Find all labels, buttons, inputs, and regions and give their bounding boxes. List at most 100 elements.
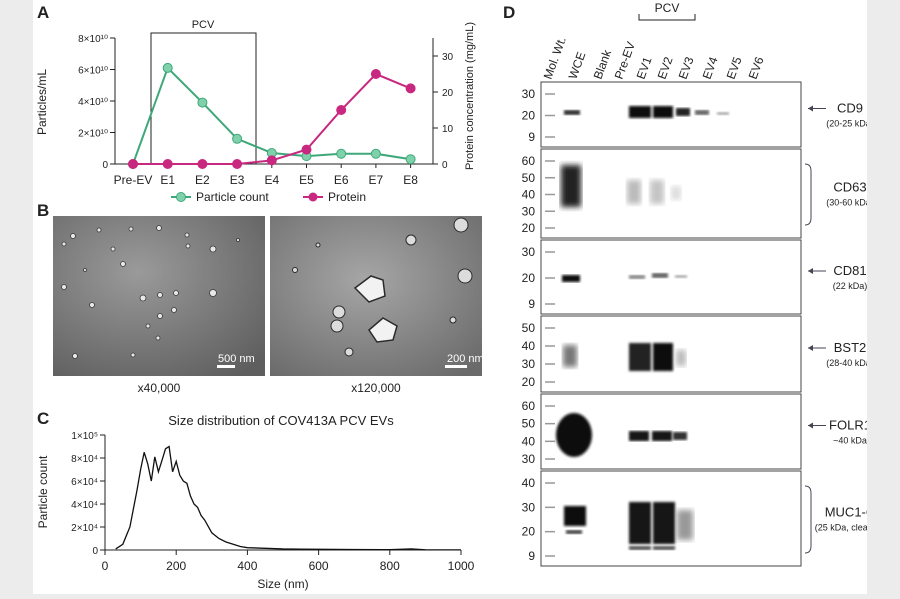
lane-label-4: EV1 bbox=[634, 55, 655, 81]
a-xtick-label: E1 bbox=[160, 173, 175, 187]
mw-marker: 30 bbox=[522, 204, 536, 218]
blot-cd63: 60 50 40 30 20 CD63 (30-60 kDa) bbox=[522, 148, 874, 239]
a-y2tick-label: 0 bbox=[442, 160, 448, 171]
a-series-1-point bbox=[370, 69, 381, 79]
tem-image-120000x: 200 nm bbox=[270, 216, 484, 376]
a-y2tick-label: 10 bbox=[442, 124, 454, 135]
legend-particle-label: Particle count bbox=[196, 190, 269, 204]
d-blots: 30 20 9 CD9 (20-25 kDa) 60 50 40 30 20 CD63 (30-60 … bbox=[522, 81, 885, 567]
blot-protein-size: (22 kDa) bbox=[833, 281, 867, 291]
c-xtick-label: 0 bbox=[102, 559, 109, 573]
mw-marker: 30 bbox=[522, 245, 536, 259]
a-series bbox=[128, 62, 416, 169]
blot-protein-size: (20-25 kDa) bbox=[826, 119, 867, 129]
mw-marker: 20 bbox=[522, 109, 536, 123]
c-title: Size distribution of COV413A PCV EVs bbox=[168, 413, 394, 428]
d-band-shapes bbox=[556, 106, 729, 550]
c-xtick-label: 1000 bbox=[448, 559, 475, 573]
blot-protein-name: CD81 bbox=[833, 263, 866, 278]
blot-protein-name: BST2 bbox=[834, 340, 867, 355]
c-ytick-label: 0 bbox=[92, 546, 98, 557]
a-pcv-label: PCV bbox=[192, 19, 215, 31]
panel-d-label: D bbox=[503, 3, 515, 22]
tem-mag-2: x120,000 bbox=[351, 381, 401, 395]
panel-c-label: C bbox=[37, 409, 49, 428]
mw-marker: 60 bbox=[522, 399, 536, 413]
c-ytick-label: 6×10⁴ bbox=[71, 477, 98, 488]
c-xtick-label: 800 bbox=[380, 559, 400, 573]
mw-marker: 30 bbox=[522, 87, 536, 101]
a-ytick-label: 8×10¹⁰ bbox=[78, 34, 108, 45]
a-ytick-label: 6×10¹⁰ bbox=[78, 66, 108, 77]
mw-marker: 30 bbox=[522, 452, 536, 466]
a-y2tick-label: 30 bbox=[442, 52, 454, 63]
a-y2label: Protein concentration (mg/mL) bbox=[464, 22, 476, 170]
blot-protein-size: (25 kDa, cleaved) bbox=[815, 523, 867, 533]
a-xtick-label: E2 bbox=[195, 173, 210, 187]
c-ytick-label: 2×10⁴ bbox=[71, 523, 98, 534]
arrow-head bbox=[808, 105, 813, 112]
c-ytick-label: 4×10⁴ bbox=[71, 500, 98, 511]
arrow-head bbox=[808, 345, 813, 351]
blot-protein-name: CD9 bbox=[837, 101, 863, 116]
a-ytick-label: 0 bbox=[102, 160, 108, 171]
panel-a: A 0 2×10¹⁰ 4×10¹⁰ 6×10¹⁰ 8×10¹⁰ 0 10 20 30 Pre-… bbox=[35, 3, 476, 204]
mw-marker: 40 bbox=[522, 339, 536, 353]
mw-marker: 9 bbox=[528, 130, 535, 144]
blot-frame bbox=[540, 239, 802, 315]
a-xtick-label: E6 bbox=[334, 173, 349, 187]
mw-marker: 30 bbox=[522, 500, 536, 514]
a-series-0-point bbox=[370, 148, 381, 159]
d-pcv-label: PCV bbox=[655, 1, 680, 15]
blot-protein-name: CD63 bbox=[833, 180, 866, 195]
panel-b: B 500 nm x40,000 bbox=[37, 201, 484, 395]
a-xtick-label: E5 bbox=[299, 173, 314, 187]
mw-marker: 40 bbox=[522, 434, 536, 448]
a-xtick-label: E3 bbox=[230, 173, 245, 187]
panel-a-label: A bbox=[37, 3, 49, 22]
a-ytick-label: 4×10¹⁰ bbox=[78, 97, 108, 108]
d-pcv-bracket bbox=[638, 14, 696, 21]
a-series-1-point bbox=[162, 159, 173, 169]
legend-protein-marker bbox=[308, 192, 318, 202]
a-ytick-label: 2×10¹⁰ bbox=[78, 129, 108, 140]
legend-protein-label: Protein bbox=[328, 190, 366, 204]
c-ytick-label: 1×10⁵ bbox=[71, 431, 98, 442]
a-series-1-point bbox=[232, 159, 243, 169]
lane-label-7: EV4 bbox=[700, 55, 721, 81]
panel-b-label: B bbox=[37, 201, 49, 220]
a-series-0-point bbox=[232, 133, 243, 144]
lane-label-5: EV2 bbox=[655, 55, 676, 81]
scale-bar-500nm: 500 nm bbox=[218, 353, 255, 365]
mw-marker: 9 bbox=[528, 297, 535, 311]
scale-bar-200nm: 200 nm bbox=[447, 353, 484, 365]
figure: A 0 2×10¹⁰ 4×10¹⁰ 6×10¹⁰ 8×10¹⁰ 0 10 20 30 Pre-… bbox=[33, 0, 885, 594]
mw-marker: 60 bbox=[522, 154, 536, 168]
blot-protein-size: (28-40 kDa) bbox=[826, 358, 867, 368]
a-series-1-point bbox=[197, 159, 208, 169]
lane-label-1: WCE bbox=[566, 50, 589, 81]
c-y-ticks: 0 2×10⁴ 4×10⁴ 6×10⁴ 8×10⁴ 1×10⁵ bbox=[71, 431, 105, 557]
a-legend: Particle count Protein bbox=[171, 190, 366, 204]
c-xtick-label: 600 bbox=[309, 559, 329, 573]
c-xtick-label: 200 bbox=[166, 559, 186, 573]
blot-protein-name: MUC1-C bbox=[825, 505, 867, 520]
blot-protein-size: ~40 kDa bbox=[833, 436, 867, 446]
c-x-ticks: 0 200 400 600 800 1000 bbox=[102, 550, 475, 573]
tem-mag-1: x40,000 bbox=[138, 381, 181, 395]
a-series-0-point bbox=[197, 97, 208, 108]
mw-marker: 30 bbox=[522, 357, 536, 371]
blot-protein-name: FOLR1 bbox=[829, 418, 867, 433]
c-ylabel: Particle count bbox=[36, 455, 50, 528]
mw-marker: 40 bbox=[522, 188, 536, 202]
blot-protein-size: (30-60 kDa) bbox=[826, 198, 867, 208]
size-bracket bbox=[804, 485, 812, 554]
mw-marker: 20 bbox=[522, 271, 536, 285]
a-ylabel: Particles/mL bbox=[35, 69, 49, 135]
mw-marker: 20 bbox=[522, 375, 536, 389]
arrow-head bbox=[808, 422, 813, 429]
a-series-1-point bbox=[128, 159, 138, 169]
lane-label-0: Mol. Wt. bbox=[541, 35, 569, 81]
